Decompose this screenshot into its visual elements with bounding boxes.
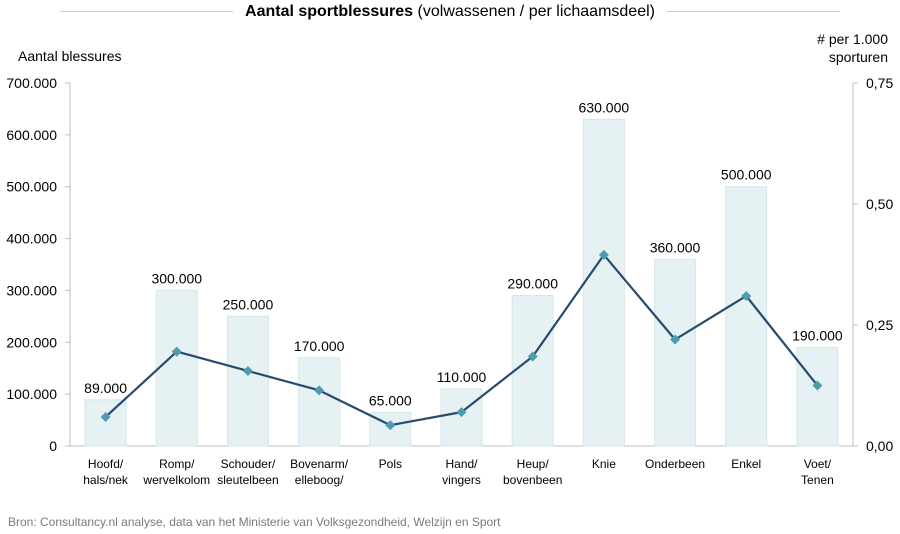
y-axis-left-tick-label: 100.000 <box>6 386 57 402</box>
bar-value-label: 360.000 <box>650 239 701 255</box>
y-axis-right-tick-label: 0,25 <box>866 317 893 333</box>
x-axis-tick-label: Enkel <box>731 457 761 471</box>
y-axis-right-tick-label: 0,75 <box>866 75 893 91</box>
bar <box>226 315 269 447</box>
x-axis-tick-label: sleutelbeen <box>217 473 278 487</box>
line-marker <box>385 420 396 431</box>
line-marker <box>527 351 538 362</box>
x-axis-tick-label: Onderbeen <box>645 457 705 471</box>
y-axis-left-label: Aantal blessures <box>18 48 122 64</box>
bar-value-label: 89.000 <box>84 380 127 396</box>
bar-value-label: 290.000 <box>507 276 558 292</box>
bar <box>440 388 483 447</box>
y-axis-right-label-line2: sporturen <box>828 49 888 65</box>
line-marker <box>812 380 823 391</box>
x-axis-tick-label: Knie <box>592 457 616 471</box>
bar-value-label: 300.000 <box>151 270 202 286</box>
chart-title: Aantal sportblessures (volwassenen / per… <box>233 3 667 21</box>
x-axis-tick-label: Romp/ <box>159 457 195 471</box>
line-marker <box>100 411 111 422</box>
y-axis-right-label: # per 1.000 sporturen <box>778 30 888 66</box>
y-axis-right-tick-label: 0,50 <box>866 196 893 212</box>
x-axis-tick-label: Hand/ <box>445 457 478 471</box>
bar-value-label: 630.000 <box>579 99 630 115</box>
bar <box>84 399 127 447</box>
x-axis-tick-label: wervelkolom <box>142 473 210 487</box>
line-marker <box>741 290 752 301</box>
y-axis-left-tick-label: 300.000 <box>6 282 57 298</box>
x-axis-tick-label: elleboog/ <box>295 473 344 487</box>
y-axis-left-tick-label: 700.000 <box>6 75 57 91</box>
line-marker <box>456 407 467 418</box>
bar <box>796 346 839 447</box>
title-bar: Aantal sportblessures (volwassenen / per… <box>0 0 900 24</box>
x-axis-tick-label: bovenbeen <box>503 473 562 487</box>
y-axis-right-tick-label: 0,00 <box>866 438 893 454</box>
x-axis-tick-label: Schouder/ <box>221 457 276 471</box>
bar-value-label: 170.000 <box>294 338 345 354</box>
line-marker <box>171 346 182 357</box>
x-axis-tick-label: Voet/ <box>804 457 832 471</box>
bar <box>298 357 341 447</box>
x-axis-tick-label: Bovenarm/ <box>290 457 349 471</box>
bar-value-label: 65.000 <box>369 392 412 408</box>
line-marker <box>598 249 609 260</box>
bar-value-label: 500.000 <box>721 167 772 183</box>
chart-title-rest: (volwassenen / per lichaamsdeel) <box>417 3 655 20</box>
source-note: Bron: Consultancy.nl analyse, data van h… <box>8 515 501 529</box>
line-marker <box>242 365 253 376</box>
x-axis-tick-label: Tenen <box>801 473 834 487</box>
bar <box>654 258 697 447</box>
bar <box>511 295 554 447</box>
line-marker <box>314 385 325 396</box>
x-axis-tick-label: vingers <box>442 473 481 487</box>
x-axis-tick-label: Hoofd/ <box>88 457 124 471</box>
x-axis-tick-label: hals/nek <box>83 473 129 487</box>
bar <box>582 118 625 447</box>
y-axis-left-tick-label: 500.000 <box>6 179 57 195</box>
bar <box>725 186 768 447</box>
bar-value-label: 190.000 <box>792 327 843 343</box>
y-axis-right-label-line1: # per 1.000 <box>817 31 888 47</box>
y-axis-left-tick-label: 0 <box>49 438 57 454</box>
y-axis-left-tick-label: 200.000 <box>6 334 57 350</box>
y-axis-left-tick-label: 600.000 <box>6 127 57 143</box>
chart-title-bold: Aantal sportblessures <box>245 3 414 20</box>
line-marker <box>670 334 681 345</box>
y-axis-left-tick-label: 400.000 <box>6 231 57 247</box>
bar <box>155 289 198 447</box>
bar-value-label: 110.000 <box>437 369 487 385</box>
x-axis-tick-label: Heup/ <box>517 457 550 471</box>
x-axis-tick-label: Pols <box>379 457 402 471</box>
bar-value-label: 250.000 <box>223 296 274 312</box>
